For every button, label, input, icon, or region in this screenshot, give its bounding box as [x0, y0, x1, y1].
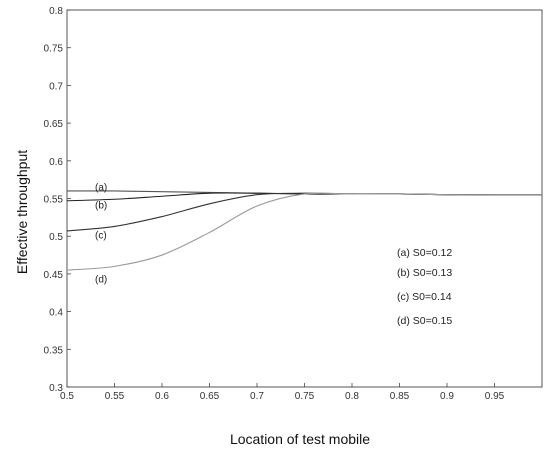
x-tick-label: 0.85: [390, 391, 410, 402]
series-line-c: [66, 192, 542, 232]
tick-labels: 0.5 0.55 0.6 0.65 0.7 0.75 0.8 0.85 0.9 0.950.30.…: [44, 6, 505, 402]
y-axis-label: Effective throughput: [14, 150, 30, 274]
legend-entry-b: (b) S0=0.13: [397, 267, 452, 279]
plot-frame: [66, 9, 543, 388]
y-tick-label: 0.65: [44, 119, 64, 130]
x-tick-label: 0.8: [345, 391, 359, 402]
y-tick-label: 0.45: [44, 270, 64, 281]
curve-tag-c: (c): [95, 231, 107, 242]
legend-entry-d: (d) S0=0.15: [397, 315, 452, 327]
legend-entry-c: (c) S0=0.14: [397, 291, 452, 303]
y-tick-label: 0.4: [49, 308, 63, 319]
curve-tag-d: (d): [95, 274, 107, 285]
x-tick-label: 0.95: [485, 391, 505, 402]
axes: [66, 9, 543, 388]
y-tick-label: 0.5: [49, 232, 63, 243]
x-axis-label: Location of test mobile: [230, 431, 370, 447]
curve-tags: (a) (b) (c) (d): [95, 182, 107, 285]
series-lines: [66, 190, 542, 271]
y-tick-label: 0.8: [49, 6, 63, 17]
legend: (a) S0=0.12 (b) S0=0.13 (c) S0=0.14 (d) S0=…: [397, 247, 452, 327]
x-tick-label: 0.6: [155, 391, 169, 402]
x-tick-label: 0.7: [250, 391, 264, 402]
x-tick-label: 0.9: [440, 391, 454, 402]
curve-tag-b: (b): [95, 201, 107, 212]
y-tick-label: 0.55: [44, 195, 64, 206]
curve-tag-a: (a): [95, 182, 107, 193]
y-tick-label: 0.35: [44, 345, 64, 356]
y-tick-label: 0.6: [49, 157, 63, 168]
legend-entry-a: (a) S0=0.12: [397, 247, 452, 259]
x-tick-label: 0.75: [295, 391, 315, 402]
x-tick-label: 0.5: [60, 391, 74, 402]
x-tick-label: 0.65: [200, 391, 220, 402]
y-tick-label: 0.3: [49, 383, 63, 394]
y-tick-label: 0.7: [49, 81, 63, 92]
series-line-d: [66, 192, 542, 271]
y-tick-label: 0.75: [44, 44, 64, 55]
x-tick-label: 0.55: [105, 391, 125, 402]
